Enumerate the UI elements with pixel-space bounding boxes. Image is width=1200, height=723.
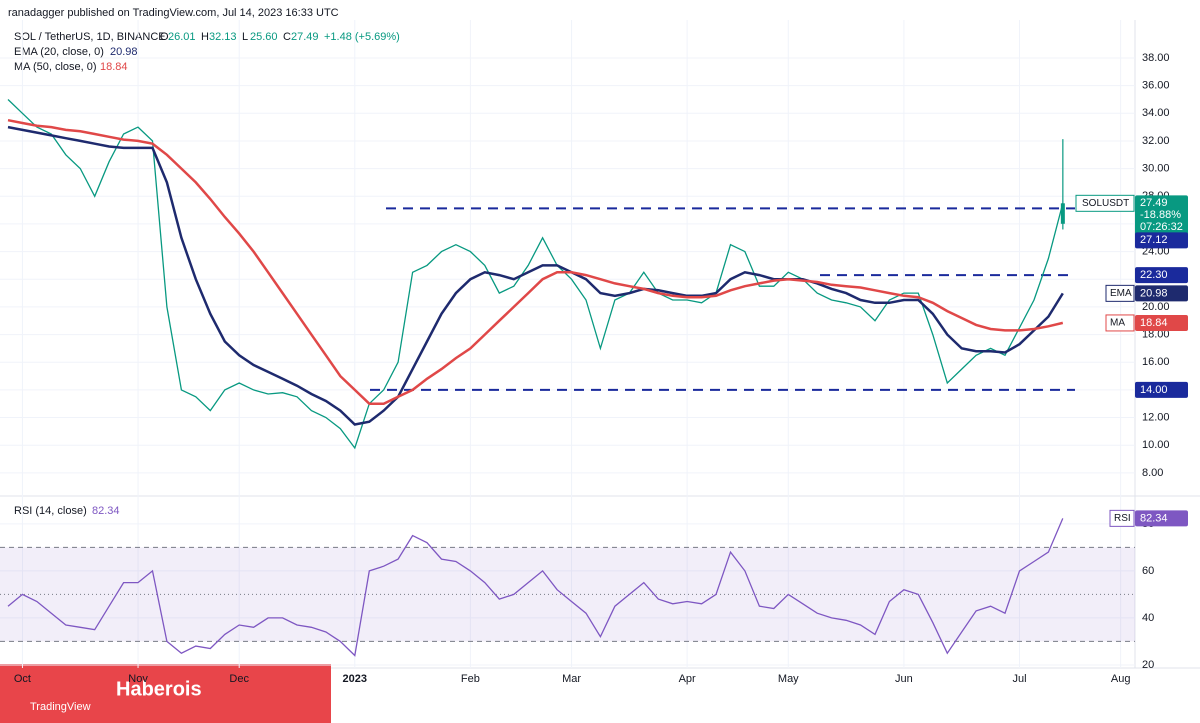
ohlc-key: L — [242, 31, 248, 43]
series-name-tag-box — [1105, 314, 1135, 332]
y-tick-label: 12.00 — [1142, 411, 1170, 423]
level-tag: 22.30 — [1140, 269, 1168, 281]
x-tick-label: Aug — [1111, 673, 1131, 685]
ohlc-value: 32.13 — [209, 31, 237, 43]
candle-body — [1060, 203, 1065, 224]
price-tag-box — [1135, 195, 1188, 236]
watermark-box — [0, 664, 331, 723]
rsi-legend: RSI (14, close) — [14, 505, 87, 517]
rsi-name-tag-box — [1109, 509, 1135, 527]
ohlc-change: +1.48 (+5.69%) — [324, 31, 400, 43]
ohlc-value: 27.49 — [291, 31, 319, 43]
legend-entry: EMA (20, close, 0) — [14, 46, 104, 58]
series-value-tag-box — [1135, 314, 1188, 331]
symbol-tag: SOLUSDT — [1082, 198, 1129, 209]
grid — [0, 20, 1135, 668]
x-tick-label: 2023 — [343, 673, 367, 685]
x-tick-label: Dec — [229, 673, 249, 685]
ohlc-value: 26.01 — [168, 31, 196, 43]
y-tick-label: 40 — [1142, 612, 1154, 624]
symbol: SOL / TetherUS, 1D, BINANCE — [14, 31, 166, 43]
y-tick-label: 60 — [1142, 565, 1154, 577]
legend-value: 18.84 — [100, 61, 128, 73]
y-tick-label: 32.00 — [1142, 135, 1170, 147]
level-tag: 27.12 — [1140, 234, 1168, 246]
watermark: Haberois — [116, 678, 202, 700]
price-tag: 27.49 — [1140, 197, 1168, 209]
y-tick-label: 36.00 — [1142, 80, 1170, 92]
symbol-tag-box — [1075, 194, 1135, 212]
x-tick-label: Apr — [679, 673, 696, 685]
rsi-band-fill — [0, 547, 1135, 642]
publisher: ranadagger published on TradingView.com,… — [8, 7, 339, 19]
y-tick-label: 8.00 — [1142, 467, 1163, 479]
ohlc-key: O — [160, 31, 169, 43]
series-value-tag-box — [1135, 285, 1188, 302]
ma-line — [7, 118, 1064, 405]
x-tick-label: Jul — [1012, 673, 1026, 685]
brand: TradingView — [30, 701, 91, 713]
rsi-value-tag: 82.34 — [1140, 512, 1168, 524]
y-tick-label: 20.00 — [1142, 301, 1170, 313]
level-tag-box — [1135, 232, 1188, 249]
ma-line — [7, 125, 1064, 426]
ohlc-key: C — [283, 31, 291, 43]
y-tick-label: 16.00 — [1142, 356, 1170, 368]
y-tick-label: 38.00 — [1142, 52, 1170, 64]
rsi-name-tag: RSI — [1114, 513, 1131, 524]
series-value-tag: 20.98 — [1140, 287, 1168, 299]
y-tick-label: 30.00 — [1142, 163, 1170, 175]
x-tick-label: Feb — [461, 673, 480, 685]
series-name-tag-box — [1105, 284, 1135, 302]
series-name-tag: MA — [1110, 318, 1125, 329]
level-tag-box — [1135, 381, 1188, 398]
rsi-value-tag-box — [1135, 510, 1188, 527]
series-value-tag: 18.84 — [1140, 317, 1168, 329]
ohlc-value: 25.60 — [250, 31, 278, 43]
y-tick-label: 24.00 — [1142, 245, 1170, 257]
x-tick-label: May — [778, 673, 799, 685]
x-tick-label: Oct — [14, 673, 31, 685]
ohlc-key: H — [201, 31, 209, 43]
y-tick-label: 20 — [1142, 659, 1154, 671]
countdown-tag: 07:26:32 — [1140, 221, 1183, 233]
y-tick-label: 10.00 — [1142, 439, 1170, 451]
x-tick-label: Mar — [562, 673, 581, 685]
y-tick-label: 34.00 — [1142, 107, 1170, 119]
y-tick-label: 18.00 — [1142, 328, 1170, 340]
level-tag: 14.00 — [1140, 384, 1168, 396]
legend-entry: MA (50, close, 0) — [14, 61, 97, 73]
x-tick-label: Nov — [128, 673, 148, 685]
rsi-legend-value: 82.34 — [92, 505, 120, 517]
rsi-line — [7, 518, 1064, 657]
price-change-tag: -18.88% — [1140, 209, 1181, 221]
legend-value: 20.98 — [110, 46, 138, 58]
legend: O 26.01 H 32.13 L 25.60 C 27.49 +1.48 (+5.69%) EM… — [14, 31, 400, 517]
level-tag-box — [1135, 267, 1188, 284]
x-tick-label: Jun — [895, 673, 913, 685]
series-name-tag: EMA — [1110, 288, 1132, 299]
